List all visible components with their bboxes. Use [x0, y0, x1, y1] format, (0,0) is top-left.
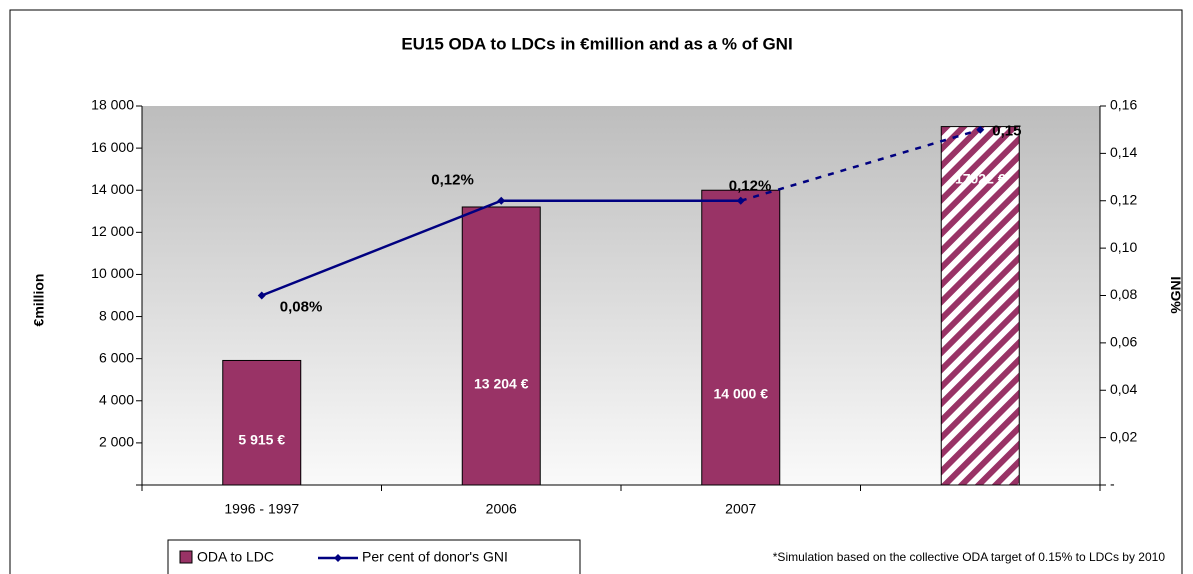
y2-tick-label: 0,12 [1110, 191, 1137, 207]
y-tick-label: 12 000 [91, 223, 134, 239]
bar-value-label: 5 915 € [238, 432, 285, 448]
y2-tick-label: - [1110, 476, 1115, 492]
legend-box [167, 539, 581, 574]
x-tick-label: 2007 [725, 501, 756, 517]
y-tick-label: 2 000 [99, 434, 134, 450]
y2-tick-label: 0,02 [1110, 428, 1137, 444]
legend-marker [334, 554, 342, 562]
line-marker [497, 196, 506, 205]
x-tick-label: 1996 - 1997 [224, 501, 299, 517]
line-value-label: 0,12% [729, 178, 772, 195]
bar [701, 189, 781, 486]
legend-label: ODA to LDC [197, 549, 274, 565]
y-tick-label: 6 000 [99, 349, 134, 365]
y-tick-label: 8 000 [99, 307, 134, 323]
y-tick-label: 10 000 [91, 265, 134, 281]
y-tick-label: 4 000 [99, 391, 134, 407]
bar-value-label: 14 000 € [714, 386, 769, 402]
bar-value-label: 13 204 € [474, 376, 529, 392]
line-value-label: 0,12% [431, 172, 474, 189]
y-tick-label: 16 000 [91, 139, 134, 155]
line-marker [257, 291, 266, 300]
y2-tick-label: 0,16 [1110, 97, 1137, 113]
y-tick-label: 14 000 [91, 181, 134, 197]
x-tick-label: 2006 [486, 501, 517, 517]
line-marker [976, 125, 985, 134]
y2-tick-label: 0,08 [1110, 286, 1137, 302]
y-tick-label: 18 000 [91, 97, 134, 113]
y2-tick-label: 0,14 [1110, 144, 1137, 160]
y2-tick-label: 0,10 [1110, 239, 1137, 255]
bar-value-label: 17022 € [955, 171, 1006, 187]
bar [940, 126, 1020, 486]
plot-area [142, 106, 1100, 485]
line-marker [736, 196, 745, 205]
legend-label: Per cent of donor's GNI [362, 549, 508, 565]
legend-swatch [179, 550, 193, 564]
y2-tick-label: 0,06 [1110, 334, 1137, 350]
chart-title: EU15 ODA to LDCs in €million and as a % … [401, 34, 792, 53]
bar [222, 359, 302, 486]
line-value-label: 0,08% [280, 298, 323, 315]
y2-tick-label: 0,04 [1110, 381, 1137, 397]
y-axis-title: €million [31, 274, 47, 327]
line-projection [740, 128, 981, 202]
footnote: *Simulation based on the collective ODA … [773, 550, 1166, 564]
bar [461, 206, 541, 486]
line-value-label: 0,15 [992, 123, 1021, 140]
y2-axis-title: %GNI [1168, 276, 1184, 313]
